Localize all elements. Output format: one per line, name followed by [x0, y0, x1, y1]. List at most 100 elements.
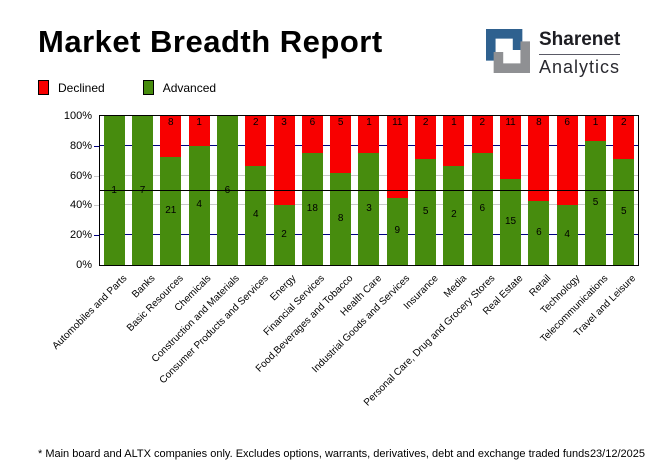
advanced-count-label: 4 — [252, 209, 259, 221]
bar-segment-advanced — [160, 157, 182, 265]
sharenet-logo: Sharenet Analytics — [486, 29, 621, 78]
advanced-count-label: 18 — [306, 203, 318, 215]
declined-count-label: 1 — [196, 117, 202, 128]
declined-count-label: 2 — [479, 117, 485, 128]
bar-industrial-goods-and-services: 11 9 — [386, 116, 408, 265]
y-axis-label-100pct: 100% — [63, 110, 92, 122]
bar-segment-advanced — [216, 116, 238, 265]
declined-count-label: 3 — [281, 117, 287, 128]
bar-segment-declined — [273, 116, 295, 206]
bar-segment-declined — [528, 116, 550, 202]
bar-segment-advanced — [103, 116, 125, 265]
plot-area: 1782114624326185813119251226111586641525… — [64, 110, 639, 271]
advanced-count-label: 6 — [479, 203, 485, 215]
bar-automobiles-and-parts: 1 — [103, 116, 125, 265]
y-axis-label-20pct: 20% — [69, 229, 92, 242]
advanced-count-label: 15 — [504, 216, 517, 228]
advanced-count-label: 5 — [621, 205, 627, 217]
bars-container: 1782114624326185813119251226111586641525 — [100, 116, 638, 265]
bar-segment-advanced — [443, 165, 465, 265]
bar-segment-declined — [556, 116, 578, 206]
declined-count-label: 2 — [422, 117, 429, 128]
bar-segment-advanced — [500, 179, 522, 265]
logo-mark-blue — [486, 29, 523, 61]
advanced-count-label: 8 — [337, 213, 344, 225]
bar-segment-declined — [500, 116, 522, 180]
bar-segment-declined — [471, 116, 493, 154]
bar-slot: 6 18 — [298, 116, 326, 265]
declined-count-label: 1 — [366, 117, 372, 128]
bar-slot: 7 — [128, 116, 156, 265]
legend-item-advanced: Advanced — [142, 80, 216, 95]
bar-segment-advanced — [301, 153, 323, 265]
bar-segment-advanced — [584, 140, 606, 265]
bar-basic-resources: 8 21 — [160, 116, 182, 265]
advanced-count-label: 1 — [100, 185, 129, 196]
legend-declined-label: Declined — [58, 80, 105, 95]
declined-count-label: 11 — [505, 117, 516, 128]
bar-slot: 1 — [100, 116, 128, 265]
logo-mark-gray — [493, 41, 530, 73]
bar-slot: 6 — [213, 116, 241, 265]
advanced-count-label: 2 — [451, 209, 457, 221]
y-axis-label-40pct: 40% — [69, 199, 92, 212]
bar-segment-declined — [443, 116, 465, 166]
declined-count-label: 2 — [621, 117, 627, 128]
x-axis-label-retail: Retail — [527, 273, 554, 299]
bar-segment-advanced — [245, 165, 267, 265]
bar-segment-advanced — [131, 116, 153, 265]
sharenet-logo-icon — [486, 29, 530, 73]
footnote: * Main board and ALTX companies only. Ex… — [38, 448, 590, 460]
y-axis-label-0pct: 0% — [76, 259, 92, 271]
logo-brand-top: Sharenet — [539, 29, 621, 55]
bar-segment-declined — [358, 116, 380, 154]
bar-construction-and-materials: 6 — [216, 116, 238, 265]
bar-segment-declined — [245, 116, 267, 166]
advanced-count-label: 6 — [213, 185, 242, 196]
bar-segment-declined — [188, 116, 210, 146]
x-axis-labels: Automobiles and Parts Banks Basic Resource… — [50, 265, 639, 435]
bar-banks: 7 — [131, 116, 153, 265]
y-axis-tick — [94, 235, 99, 237]
bar-slot: 11 9 — [383, 116, 411, 265]
advanced-count-label: 4 — [564, 229, 570, 241]
bar-segment-declined — [301, 116, 323, 154]
bar-segment-advanced — [273, 205, 295, 265]
advanced-count-label: 5 — [422, 205, 429, 217]
y-axis-tick — [94, 175, 99, 177]
page-title: Market Breadth Report — [38, 24, 383, 59]
declined-count-label: 8 — [168, 117, 174, 128]
declined-count-label: 11 — [392, 117, 403, 128]
bar-segment-declined — [160, 116, 182, 158]
advanced-count-label: 9 — [394, 225, 401, 237]
y-axis-tick — [94, 145, 99, 147]
logo-brand-bottom: Analytics — [539, 57, 621, 77]
y-axis-label-80pct: 80% — [69, 139, 92, 152]
y-axis-tick — [94, 205, 99, 207]
advanced-count-label: 6 — [536, 227, 542, 239]
bar-segment-advanced — [528, 201, 550, 265]
declined-count-label: 6 — [309, 117, 316, 128]
x-axis-label-personal-care-drug-and-grocery-stores: Personal Care, Drug and Grocery Stores — [361, 273, 498, 409]
declined-swatch-icon — [38, 80, 49, 95]
legend-item-declined: Declined — [38, 80, 105, 95]
advanced-count-label: 5 — [592, 196, 599, 208]
